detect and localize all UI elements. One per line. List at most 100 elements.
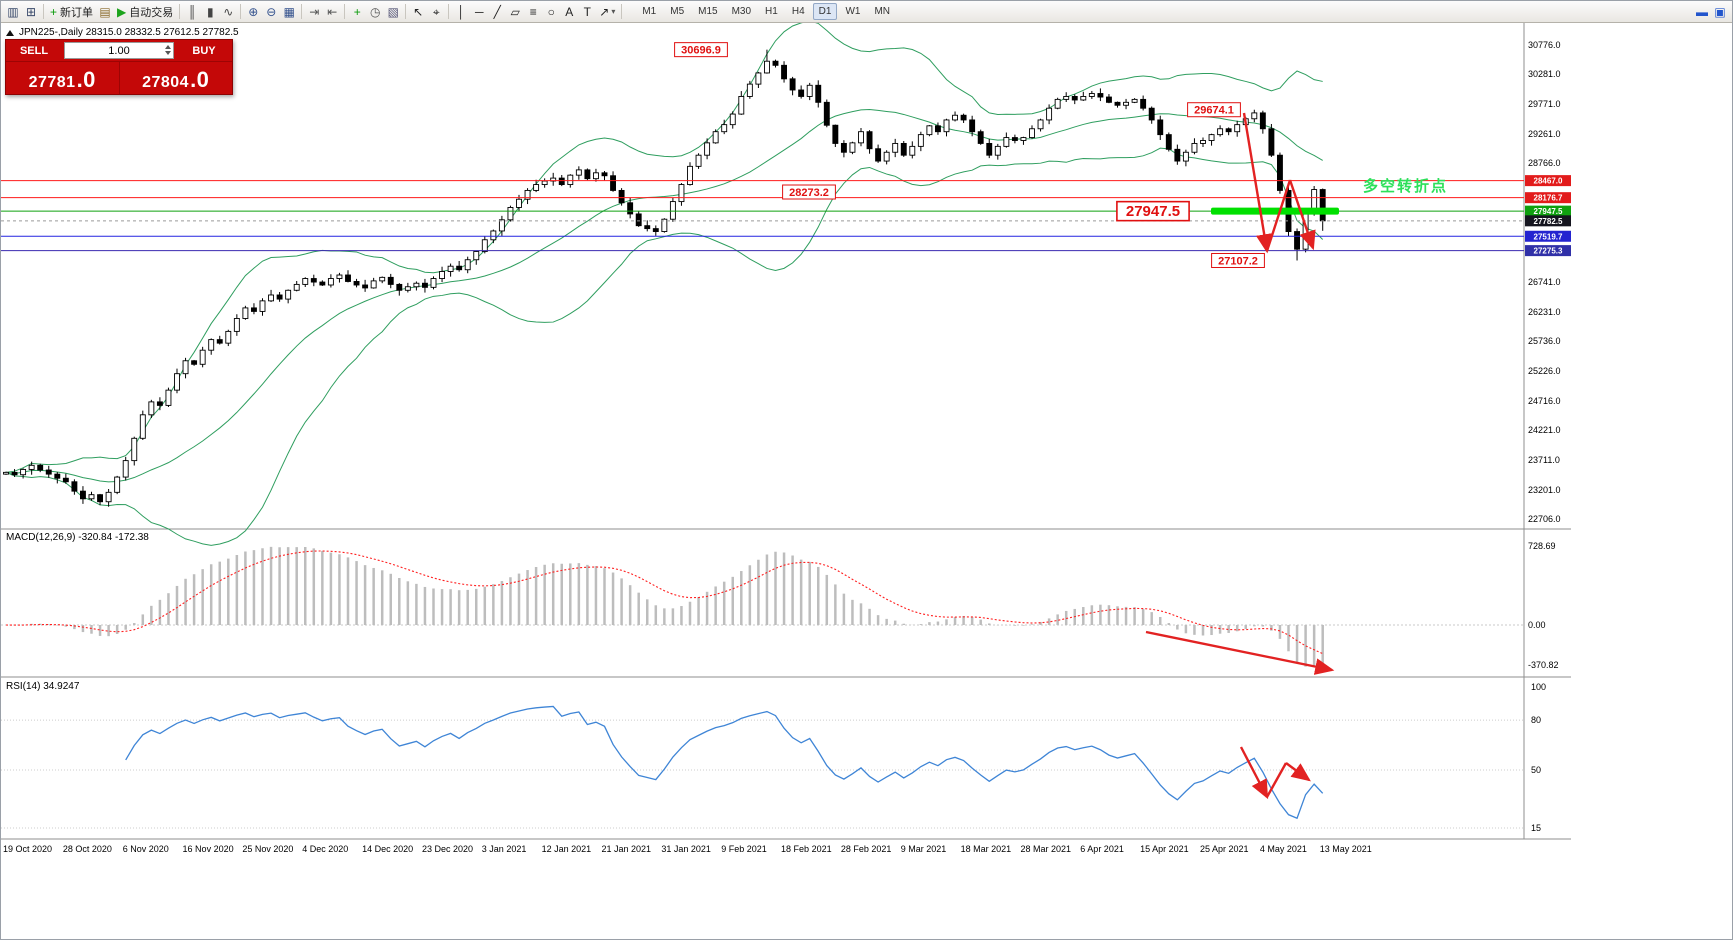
sell-price[interactable]: 27781 .0	[6, 62, 119, 94]
crosshair-icon[interactable]: ⌖	[427, 3, 445, 21]
candle-body	[952, 114, 958, 121]
buy-price[interactable]: 27804 .0	[118, 62, 233, 94]
volume-down-icon[interactable]	[165, 51, 171, 55]
add-indicator-icon[interactable]: +	[348, 3, 366, 21]
trend-arrow[interactable]	[1239, 746, 1269, 800]
candle-body	[977, 131, 984, 144]
expand-panel-arrow-icon[interactable]	[6, 29, 14, 36]
candle-body	[1140, 98, 1147, 109]
templates-icon[interactable]: ▧	[384, 3, 402, 21]
timeframe-m30[interactable]: M30	[731, 6, 752, 17]
candle-body	[883, 151, 890, 162]
arrow-objects-icon[interactable]: ↗ ▾	[596, 3, 618, 21]
candle-body	[45, 469, 52, 475]
trend-arrow[interactable]	[1285, 762, 1311, 782]
candle-body	[832, 124, 839, 144]
timeframe-d1[interactable]: D1	[812, 3, 838, 20]
timeframe-h1[interactable]: H1	[765, 6, 778, 17]
timeframe-m5[interactable]: M5	[670, 6, 685, 17]
candle-body	[575, 169, 582, 176]
candle-body	[131, 437, 138, 462]
price-flag-box[interactable]	[1211, 252, 1265, 268]
shapes-icon[interactable]: ○	[542, 3, 560, 21]
line-chart-icon[interactable]: ∿	[219, 3, 237, 21]
trend-arrow[interactable]	[1242, 112, 1273, 254]
vertical-line-icon[interactable]: │	[452, 3, 470, 21]
price-flag-box[interactable]	[1116, 200, 1190, 222]
timeframe-m1[interactable]: M1	[642, 6, 657, 17]
y-axis-label: 30776.0	[1528, 40, 1561, 50]
dropdown-arrow-icon[interactable]: ▾	[611, 7, 616, 16]
trend-arrow[interactable]	[1265, 762, 1288, 798]
rsi-scale-label: 100	[1531, 682, 1546, 692]
candle-body	[892, 142, 899, 153]
restore-window-icon[interactable]: ▣	[1711, 3, 1729, 21]
candle-body	[661, 218, 668, 232]
candlestick-chart-icon[interactable]: ▮	[201, 3, 219, 21]
cursor-icon[interactable]: ↖	[409, 3, 427, 21]
zoom-out-icon[interactable]: ⊖	[262, 3, 280, 21]
volume-value[interactable]: 1.00	[108, 44, 130, 57]
x-axis: 19 Oct 2020 28 Oct 2020 6 Nov 2020 16 Nov 2…	[3, 844, 1372, 854]
candle-body	[362, 284, 369, 289]
channel-icon: ▱	[510, 4, 520, 19]
periods-icon[interactable]: ◷	[366, 3, 384, 21]
auto-scroll-icon[interactable]: ⇥	[305, 3, 323, 21]
candle-body	[20, 468, 27, 476]
price-flag-box[interactable]	[674, 42, 728, 58]
candle-body	[404, 286, 411, 291]
candle-body	[1268, 128, 1275, 156]
price-flag-box[interactable]	[1187, 102, 1241, 118]
candle-body	[533, 184, 540, 191]
zoom-in-icon[interactable]: ⊕	[244, 3, 262, 21]
channel-icon[interactable]: ▱	[506, 3, 524, 21]
support-highlight-bar[interactable]	[1211, 207, 1339, 215]
fibonacci-icon[interactable]: ≡	[524, 3, 542, 21]
bar-chart-icon[interactable]: ║	[183, 3, 201, 21]
trend-arrow[interactable]	[1288, 179, 1316, 251]
candle-body	[840, 142, 847, 153]
chart-window-icon[interactable]: ▥	[4, 3, 22, 21]
timeframe-mn[interactable]: MN	[874, 6, 890, 17]
auto-trading-button[interactable]: ▶ 自动交易	[114, 3, 176, 21]
candle-body	[1080, 96, 1087, 101]
candle-body	[1225, 128, 1232, 133]
chart-title-text: JPN225-,Daily 28315.0 28332.5 27612.5 27…	[19, 27, 239, 38]
candle-body	[994, 145, 1001, 156]
vertical-line-icon: │	[457, 4, 466, 19]
volume-up-icon[interactable]	[165, 45, 171, 49]
tile-windows-icon[interactable]: ▦	[280, 3, 298, 21]
timeframe-m15[interactable]: M15	[698, 6, 718, 17]
candle-body	[1217, 128, 1224, 136]
timeframe-w1[interactable]: W1	[845, 6, 861, 17]
new-order-button[interactable]: + 新订单	[47, 3, 96, 21]
horizontal-line-icon[interactable]: ─	[470, 3, 488, 21]
label-tool-icon[interactable]: T	[578, 3, 596, 21]
trend-arrow[interactable]	[1265, 179, 1292, 252]
price-flag-box[interactable]	[782, 184, 836, 200]
candlestick-chart-icon: ▮	[206, 4, 214, 19]
chart-preview-icon[interactable]: ⊞	[22, 3, 40, 21]
candle-body	[430, 278, 437, 288]
buy-button[interactable]: BUY	[176, 40, 232, 61]
price-badge-label: 28176.7	[1534, 194, 1563, 203]
minimize-window-icon[interactable]: ▬	[1693, 3, 1711, 21]
volume-input[interactable]: 1.00	[64, 42, 174, 59]
macd-panel: 728.69 0.00 -370.82	[1, 541, 1559, 670]
candle-body	[618, 189, 625, 204]
trendline-icon[interactable]: ╱	[488, 3, 506, 21]
candle-body	[310, 278, 317, 283]
candle-body	[1208, 134, 1215, 141]
chart-shift-icon[interactable]: ⇤	[323, 3, 341, 21]
volume-spinner[interactable]	[165, 45, 171, 55]
timeframe-h4[interactable]: H4	[791, 6, 805, 17]
toolbar-separator	[621, 4, 623, 19]
trend-arrow[interactable]	[1145, 630, 1335, 675]
bar-chart-icon: ║	[187, 4, 197, 19]
text-tool-icon[interactable]: A	[560, 3, 578, 21]
candle-body	[524, 189, 531, 200]
sell-button[interactable]: SELL	[6, 40, 62, 61]
chart-profile-icon[interactable]: ▤	[96, 3, 114, 21]
